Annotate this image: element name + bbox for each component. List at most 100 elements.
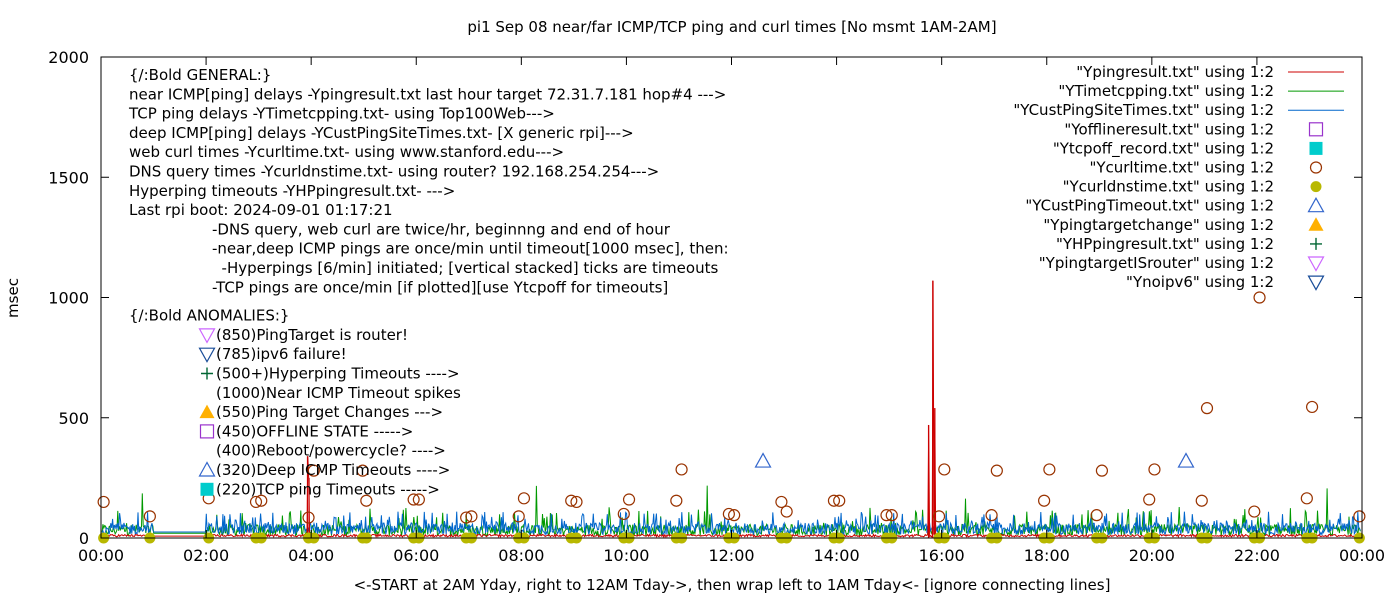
legend-label: "Ytcpoff_record.txt" using 1:2 bbox=[1053, 139, 1274, 158]
legend-label: "Ynoipv6" using 1:2 bbox=[1126, 273, 1274, 291]
curl-time-point bbox=[412, 493, 425, 506]
curl-time-point bbox=[622, 493, 636, 506]
curl-time-point bbox=[1305, 400, 1319, 414]
curl-time-point bbox=[728, 509, 741, 522]
notes-general-line: Last rpi boot: 2024-09-01 01:17:21 bbox=[129, 201, 393, 219]
legend-label: "Ycurldnstime.txt" using 1:2 bbox=[1063, 178, 1274, 196]
anomaly-line: (400)Reboot/powercycle? ----> bbox=[216, 442, 446, 460]
tick-layer: 00:00 02:00 04:00 06:00 08:00 10:00 12:00 14:00… bbox=[48, 48, 1385, 565]
notes-detail-line: -Hyperpings [6/min] initiated; [vertical… bbox=[212, 259, 718, 277]
x-tick-label: 16:00 bbox=[919, 546, 965, 565]
curl-time-point bbox=[1090, 509, 1103, 522]
anomaly-line: (785)ipv6 failure! bbox=[216, 345, 347, 363]
x-tick-label: 10:00 bbox=[603, 546, 649, 565]
x-tick-label: 12:00 bbox=[708, 546, 754, 565]
notes-block: {/:Bold GENERAL:}near ICMP[ping] delays … bbox=[128, 66, 729, 498]
curl-time-point bbox=[670, 494, 683, 507]
legend-symbol bbox=[1308, 122, 1324, 137]
curl-time-point bbox=[1248, 505, 1261, 518]
x-tick-label: 02:00 bbox=[183, 546, 229, 565]
curl-time-point bbox=[833, 494, 846, 507]
curl-time-point bbox=[97, 495, 110, 509]
anomaly-line: (550)Ping Target Changes ---> bbox=[216, 403, 443, 421]
legend-symbol bbox=[1310, 237, 1322, 250]
curl-time-point bbox=[360, 494, 373, 507]
curl-time-point bbox=[990, 464, 1003, 477]
curl-time-point bbox=[827, 494, 841, 507]
legend-label: "YpingtargetISrouter" using 1:2 bbox=[1039, 254, 1274, 272]
x-axis-label: <-START at 2AM Yday, right to 12AM Tday-… bbox=[354, 576, 1111, 594]
curl-time-point bbox=[1353, 510, 1366, 523]
curl-time-point bbox=[1095, 464, 1109, 477]
legend-symbol bbox=[1310, 181, 1322, 193]
chart-title: pi1 Sep 08 near/far ICMP/TCP ping and cu… bbox=[467, 18, 996, 36]
anomaly-symbol bbox=[200, 482, 214, 496]
x-tick-label: 06:00 bbox=[393, 546, 439, 565]
deep-ping-timeout-point bbox=[754, 452, 772, 468]
curl-time-point bbox=[307, 464, 320, 477]
anomaly-line: (850)PingTarget is router! bbox=[216, 326, 408, 344]
notes-detail-line: -near,deep ICMP pings are once/min until… bbox=[212, 240, 729, 258]
anomaly-symbol bbox=[198, 347, 216, 363]
x-tick-label: 08:00 bbox=[498, 546, 544, 565]
curl-time-point bbox=[570, 495, 583, 509]
legend-label: "YCustPingSiteTimes.txt" using 1:2 bbox=[1013, 101, 1274, 119]
x-tick-label: 20:00 bbox=[1129, 546, 1175, 565]
x-tick-label: 00:00 bbox=[78, 546, 124, 565]
curl-time-point bbox=[780, 505, 793, 518]
curl-time-point bbox=[407, 493, 420, 506]
anomaly-symbol bbox=[199, 404, 215, 419]
legend-label: "Ycurltime.txt" using 1:2 bbox=[1089, 159, 1274, 177]
legend-symbol bbox=[1309, 161, 1323, 174]
y-axis-label: msec bbox=[4, 278, 22, 318]
notes-general-line: deep ICMP[ping] delays -YCustPingSiteTim… bbox=[129, 124, 634, 142]
curl-time-point bbox=[565, 494, 578, 507]
x-tick-label: 18:00 bbox=[1024, 546, 1070, 565]
y-tick-label: 2000 bbox=[48, 48, 89, 67]
notes-general-line: web curl times -Ycurltime.txt- using www… bbox=[129, 143, 564, 161]
anomaly-line: (500+)Hyperping Timeouts ----> bbox=[216, 365, 460, 383]
anomaly-line: (320)Deep ICMP Timeouts ----> bbox=[216, 461, 450, 479]
anomaly-symbol bbox=[201, 367, 213, 380]
anomaly-symbol bbox=[198, 328, 216, 344]
curl-time-point bbox=[1195, 494, 1208, 507]
notes-general-line: near ICMP[ping] delays -Ypingresult.txt … bbox=[129, 85, 726, 103]
curl-time-point bbox=[1143, 493, 1156, 506]
curl-time-point bbox=[932, 510, 946, 523]
legend-symbol bbox=[1307, 275, 1325, 291]
anomaly-symbol bbox=[198, 461, 216, 477]
notes-general-line: TCP ping delays -YTimetcpping.txt- using… bbox=[128, 105, 555, 123]
x-tick-label: 00:00 bbox=[1339, 546, 1385, 565]
curl-time-point bbox=[1148, 463, 1161, 476]
y-tick-label: 1000 bbox=[48, 289, 89, 308]
anomaly-line: (1000)Near ICMP Timeout spikes bbox=[216, 384, 461, 402]
legend-label: "Ypingtargetchange" using 1:2 bbox=[1043, 216, 1274, 234]
notes-anomalies-title: {/:Bold ANOMALIES:} bbox=[129, 307, 289, 325]
legend-symbol bbox=[1307, 196, 1325, 213]
y-tick-label: 1500 bbox=[48, 168, 89, 187]
notes-general-title: {/:Bold GENERAL:} bbox=[129, 66, 271, 84]
curl-time-point bbox=[249, 495, 263, 509]
curl-time-point bbox=[775, 495, 788, 509]
curl-time-point bbox=[1253, 291, 1266, 304]
notes-general-line: DNS query times -Ycurldnstime.txt- using… bbox=[129, 163, 659, 181]
legend-symbol bbox=[1309, 141, 1323, 155]
curl-time-point bbox=[1038, 494, 1051, 507]
curl-time-point bbox=[460, 511, 473, 524]
legend-symbol bbox=[1308, 217, 1324, 231]
curl-time-point bbox=[356, 464, 369, 477]
notes-detail-line: -TCP pings are once/min [if plotted][use… bbox=[212, 278, 668, 296]
curl-time-point bbox=[880, 509, 893, 522]
marker-layer bbox=[97, 291, 1366, 544]
curl-time-point bbox=[985, 509, 998, 522]
curl-time-point bbox=[938, 463, 951, 476]
notes-detail-line: -DNS query, web curl are twice/hr, begin… bbox=[212, 220, 671, 238]
curl-time-point bbox=[255, 494, 268, 507]
legend-label: "YHPpingresult.txt" using 1:2 bbox=[1056, 235, 1274, 253]
curl-time-point bbox=[675, 463, 688, 476]
curl-time-point bbox=[143, 510, 156, 523]
x-tick-label: 04:00 bbox=[288, 546, 334, 565]
legend-label: "YTimetcpping.txt" using 1:2 bbox=[1058, 82, 1274, 100]
anomaly-line: (220)TCP ping Timeouts -----> bbox=[216, 480, 440, 498]
